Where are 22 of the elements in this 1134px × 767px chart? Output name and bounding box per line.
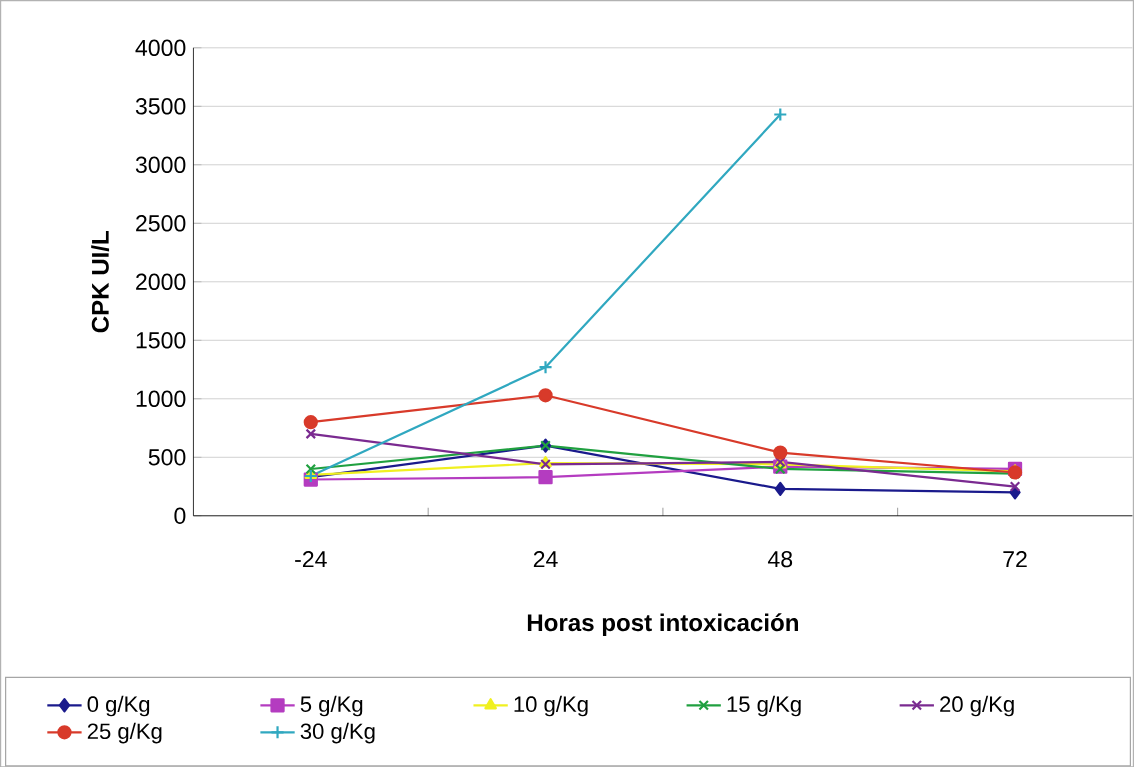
x-tick-label: 72 bbox=[1003, 550, 1027, 567]
y-tick-label: 1000 bbox=[136, 390, 186, 407]
legend-label: 5 g/Kg bbox=[300, 695, 363, 717]
legend-label: 30 g/Kg bbox=[300, 722, 375, 744]
x-tick-label: -24 bbox=[295, 550, 327, 567]
y-tick-label: 1500 bbox=[136, 331, 186, 349]
legend-label: 10 g/Kg bbox=[514, 695, 588, 717]
x-axis-title: Horas post intoxicación bbox=[527, 613, 799, 636]
y-tick-label: 3500 bbox=[135, 97, 186, 115]
legend-label: 20 g/Kg bbox=[940, 695, 1014, 717]
legend-label: 0 g/Kg bbox=[87, 695, 150, 717]
y-tick-label: 0 bbox=[174, 507, 186, 524]
y-tick-label: 2500 bbox=[136, 214, 186, 232]
x-tick-label: 48 bbox=[767, 550, 793, 568]
y-axis-title: CPK UI/L bbox=[91, 230, 110, 333]
x-tick-label: 24 bbox=[533, 550, 558, 567]
y-tick-label: 2000 bbox=[136, 273, 186, 290]
y-tick-label: 500 bbox=[148, 448, 186, 466]
legend-label: 15 g/Kg bbox=[727, 695, 801, 717]
y-tick-label: 4000 bbox=[135, 39, 186, 56]
y-tick-label: 3000 bbox=[135, 156, 186, 173]
legend-label: 25 g/Kg bbox=[87, 722, 162, 744]
